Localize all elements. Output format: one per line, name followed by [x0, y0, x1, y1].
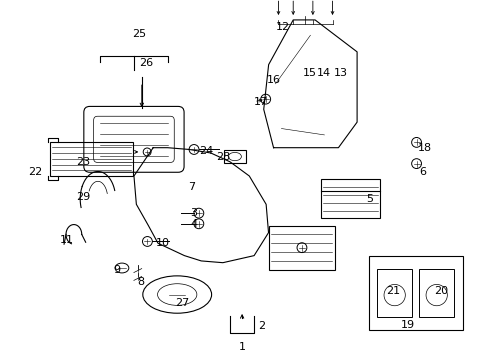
Text: 5: 5 — [365, 194, 372, 204]
Text: 28: 28 — [215, 152, 229, 162]
Bar — [418, 269, 453, 317]
Bar — [376, 269, 411, 317]
Text: 27: 27 — [175, 298, 189, 309]
Text: 19: 19 — [400, 320, 414, 330]
Text: 2: 2 — [257, 321, 264, 332]
Text: 17: 17 — [254, 97, 268, 107]
Text: 15: 15 — [302, 68, 316, 78]
Text: 18: 18 — [417, 143, 431, 153]
Text: 24: 24 — [199, 146, 213, 156]
Bar — [268, 226, 335, 270]
Bar — [224, 150, 245, 163]
Text: 7: 7 — [188, 181, 195, 192]
Text: 25: 25 — [131, 30, 145, 40]
Bar — [50, 141, 133, 176]
Text: 1: 1 — [238, 342, 245, 352]
Text: 13: 13 — [333, 68, 347, 78]
Text: 23: 23 — [76, 157, 90, 167]
Text: 11: 11 — [60, 235, 74, 245]
Text: 4: 4 — [190, 219, 197, 229]
Text: 20: 20 — [434, 286, 447, 296]
Text: 26: 26 — [139, 58, 153, 68]
Text: 22: 22 — [28, 167, 42, 177]
Text: 9: 9 — [113, 265, 121, 275]
Text: 8: 8 — [137, 277, 144, 287]
Text: 14: 14 — [316, 68, 330, 78]
Text: 10: 10 — [156, 238, 169, 248]
Bar — [321, 179, 380, 219]
Text: 12: 12 — [275, 22, 289, 32]
Bar — [369, 256, 462, 330]
Text: 29: 29 — [76, 192, 90, 202]
Text: 6: 6 — [418, 167, 425, 177]
Text: 16: 16 — [266, 76, 280, 85]
Text: 3: 3 — [190, 208, 197, 218]
Text: 21: 21 — [386, 286, 400, 296]
